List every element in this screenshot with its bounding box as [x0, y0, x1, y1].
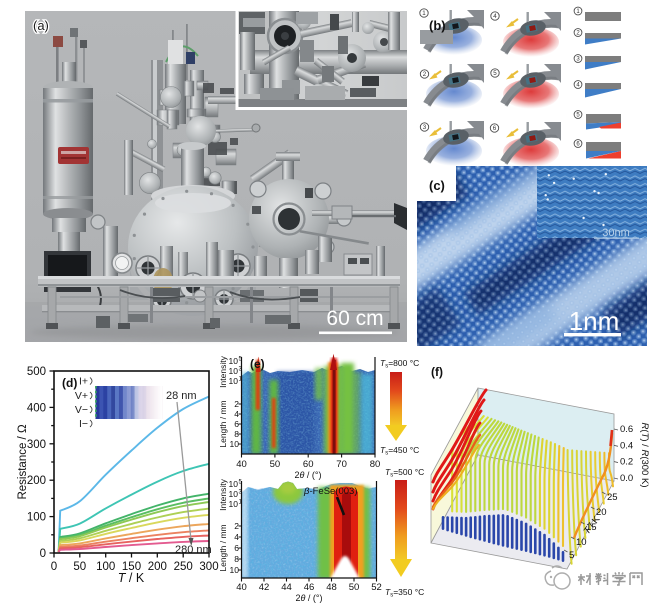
- svg-text:10: 10: [229, 376, 239, 386]
- svg-text:Length / mm: Length / mm: [218, 524, 228, 571]
- svg-text:250: 250: [174, 561, 193, 573]
- svg-text:25: 25: [607, 492, 618, 503]
- svg-text:0.0: 0.0: [620, 473, 633, 484]
- svg-text:5: 5: [493, 70, 497, 77]
- svg-text:0: 0: [51, 561, 57, 573]
- svg-text:Ts=450 °C: Ts=450 °C: [380, 445, 419, 457]
- svg-text:200: 200: [27, 475, 46, 487]
- svg-text:10: 10: [229, 356, 239, 366]
- svg-text:2: 2: [234, 521, 239, 531]
- svg-text:Ts=350 °C: Ts=350 °C: [385, 587, 424, 599]
- svg-text:2: 2: [576, 31, 580, 37]
- svg-text:15: 15: [586, 522, 597, 533]
- svg-text:V−: V−: [75, 404, 88, 416]
- svg-text:80: 80: [370, 459, 381, 470]
- svg-text:8: 8: [234, 429, 239, 439]
- svg-text:2θ / (°): 2θ / (°): [294, 470, 321, 480]
- svg-text:3: 3: [239, 367, 243, 373]
- svg-text:2: 2: [423, 71, 427, 78]
- svg-text:3: 3: [423, 124, 427, 131]
- svg-text:150: 150: [122, 561, 141, 573]
- svg-text:(f): (f): [431, 365, 443, 379]
- svg-text:0: 0: [40, 548, 46, 560]
- svg-text:4: 4: [493, 13, 497, 20]
- svg-text:70: 70: [336, 459, 347, 470]
- svg-text:42: 42: [259, 582, 270, 593]
- svg-text:100: 100: [96, 561, 115, 573]
- svg-text:300: 300: [27, 439, 46, 451]
- svg-text:500: 500: [27, 366, 46, 378]
- svg-text:1: 1: [576, 9, 580, 15]
- svg-text:Resistance / Ω: Resistance / Ω: [17, 424, 29, 499]
- svg-text:50: 50: [349, 582, 360, 593]
- svg-text:46: 46: [304, 582, 315, 593]
- svg-text:1: 1: [239, 377, 243, 383]
- svg-text:6: 6: [576, 142, 580, 148]
- svg-text:52: 52: [371, 582, 382, 593]
- svg-text:4: 4: [234, 409, 239, 419]
- svg-text:5: 5: [239, 480, 243, 486]
- svg-text:10: 10: [229, 489, 239, 499]
- svg-text:300: 300: [199, 561, 218, 573]
- svg-text:3: 3: [239, 490, 243, 496]
- svg-text:0.2: 0.2: [620, 457, 633, 468]
- svg-text:10: 10: [230, 439, 240, 449]
- svg-text:40: 40: [236, 459, 247, 470]
- svg-text:60 cm: 60 cm: [326, 307, 383, 330]
- svg-text:5: 5: [569, 550, 574, 561]
- svg-text:T / K: T / K: [118, 571, 145, 585]
- svg-text:10: 10: [229, 366, 239, 376]
- svg-text:28 nm: 28 nm: [166, 390, 197, 402]
- svg-text:5: 5: [576, 113, 580, 119]
- svg-text:I−: I−: [79, 418, 88, 430]
- svg-text:100: 100: [27, 512, 46, 524]
- svg-text:β-FeSe(003): β-FeSe(003): [303, 486, 358, 497]
- svg-text:Ts=800 °C: Ts=800 °C: [380, 358, 419, 370]
- svg-text:50: 50: [270, 459, 281, 470]
- svg-text:Ts=500 °C: Ts=500 °C: [385, 467, 424, 479]
- svg-text:50: 50: [73, 561, 86, 573]
- svg-text:Length / mm: Length / mm: [218, 400, 228, 447]
- svg-text:Intensity: Intensity: [218, 478, 228, 510]
- svg-text:5: 5: [239, 357, 243, 363]
- svg-text:6: 6: [493, 125, 497, 132]
- svg-text:60: 60: [303, 459, 314, 470]
- svg-text:10: 10: [576, 537, 587, 548]
- svg-text:48: 48: [326, 582, 337, 593]
- svg-text:8: 8: [234, 554, 239, 564]
- svg-text:V+: V+: [75, 390, 88, 402]
- svg-text:200: 200: [148, 561, 167, 573]
- svg-text:44: 44: [281, 582, 292, 593]
- svg-text:2θ / (°): 2θ / (°): [295, 593, 322, 603]
- svg-text:(d): (d): [62, 376, 77, 390]
- svg-text:(e): (e): [250, 357, 265, 371]
- svg-text:1: 1: [422, 10, 426, 17]
- svg-text:4: 4: [576, 83, 580, 89]
- svg-text:30nm: 30nm: [602, 227, 630, 239]
- svg-text:20: 20: [596, 507, 607, 518]
- svg-text:1nm: 1nm: [569, 306, 620, 336]
- svg-text:6: 6: [234, 543, 239, 553]
- svg-text:Intensity: Intensity: [218, 355, 228, 387]
- svg-text:(b): (b): [429, 18, 446, 33]
- svg-text:1: 1: [239, 500, 243, 506]
- svg-text:4: 4: [234, 532, 239, 542]
- svg-text:2: 2: [234, 399, 239, 409]
- svg-text:10: 10: [229, 479, 239, 489]
- svg-text:280 nm: 280 nm: [175, 544, 212, 556]
- svg-text:0.6: 0.6: [620, 424, 633, 435]
- svg-text:6: 6: [234, 419, 239, 429]
- svg-text:10: 10: [229, 499, 239, 509]
- svg-text:10: 10: [230, 565, 240, 575]
- svg-text:I+: I+: [79, 376, 88, 388]
- svg-text:(c): (c): [429, 178, 445, 193]
- svg-text:400: 400: [27, 402, 46, 414]
- svg-text:3: 3: [576, 57, 580, 63]
- svg-text:0.4: 0.4: [620, 440, 633, 451]
- svg-text:(a): (a): [33, 18, 49, 33]
- svg-text:R(T) / R(300 K): R(T) / R(300 K): [639, 423, 650, 488]
- svg-text:40: 40: [236, 582, 247, 593]
